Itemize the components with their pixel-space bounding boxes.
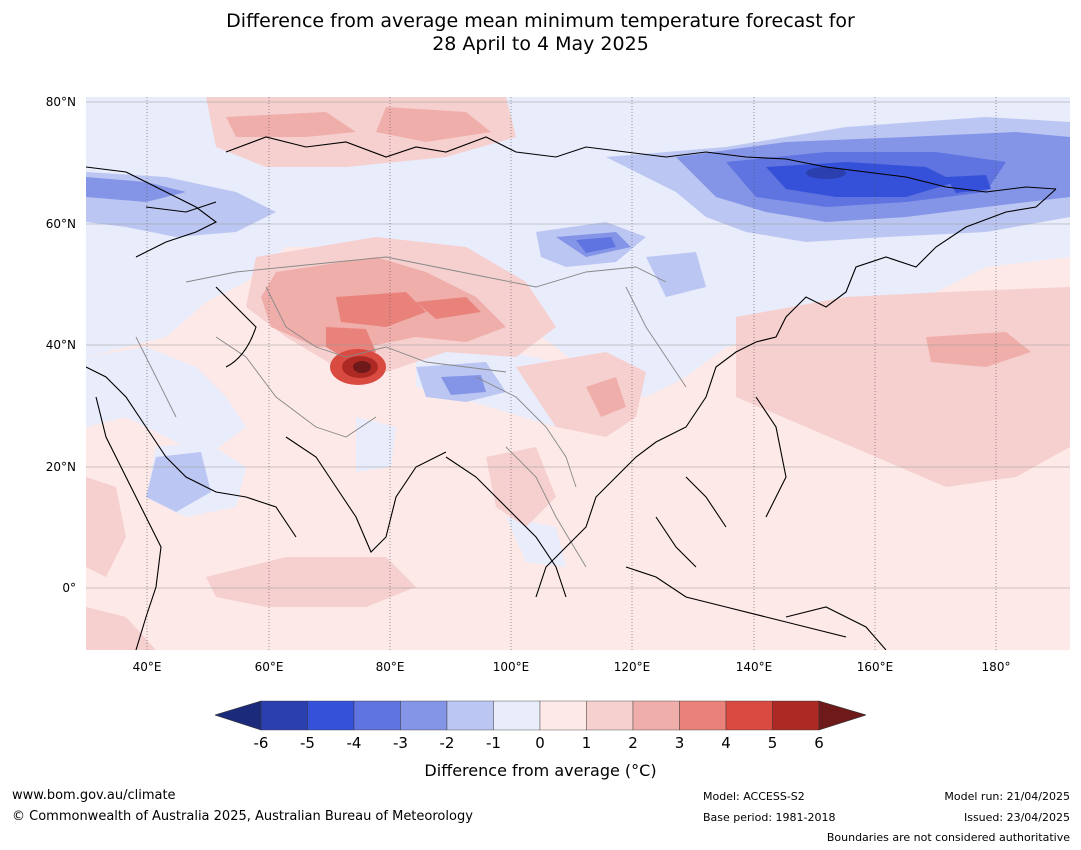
footer-disclaimer: Boundaries are not considered authoritat… xyxy=(826,831,1070,844)
lat-label-0: 0° xyxy=(62,581,76,595)
colorbar-arrow-low xyxy=(215,700,262,731)
colorbar-arrow-high xyxy=(818,700,866,731)
longitude-lines xyxy=(146,97,997,650)
colorbar-tick-label: -1 xyxy=(486,734,501,752)
latitude-lines xyxy=(86,101,1070,589)
colorbar-swatch xyxy=(632,700,680,731)
colorbar-swatch xyxy=(772,700,820,731)
lon-label-40e: 40°E xyxy=(132,660,162,674)
anomaly-hotspot xyxy=(330,349,386,385)
colorbar-tick-label: -6 xyxy=(253,734,269,752)
colorbar-tick-label: -3 xyxy=(393,734,408,752)
title-line-1: Difference from average mean minimum tem… xyxy=(226,10,855,32)
colorbar-tick-label: -2 xyxy=(439,734,455,752)
colorbar-tick-label: 3 xyxy=(674,734,685,752)
colorbar xyxy=(215,700,866,731)
title-line-2: 28 April to 4 May 2025 xyxy=(432,33,649,55)
colorbar-swatch xyxy=(260,700,308,731)
colorbar-tick-label: -4 xyxy=(346,734,362,752)
lon-label-60e: 60°E xyxy=(254,660,284,674)
lat-label-40n: 40°N xyxy=(45,338,76,352)
colorbar-swatch xyxy=(539,700,587,731)
lat-label-60n: 60°N xyxy=(45,217,76,231)
colorbar-swatches xyxy=(215,700,866,731)
colorbar-swatch xyxy=(353,700,401,731)
colorbar-tick-label: 4 xyxy=(721,734,731,752)
forecast-map xyxy=(86,97,1070,650)
colorbar-tick-label: 5 xyxy=(767,734,778,752)
anomaly-cool-core xyxy=(806,167,846,179)
colorbar-tick-label: 0 xyxy=(535,734,545,752)
lon-label-160e: 160°E xyxy=(856,660,894,674)
footer-website[interactable]: www.bom.gov.au/climate xyxy=(12,788,176,803)
footer-copyright: © Commonwealth of Australia 2025, Austra… xyxy=(12,809,473,824)
colorbar-swatch xyxy=(307,700,355,731)
lon-label-100e: 100°E xyxy=(492,660,530,674)
colorbar-swatch xyxy=(493,700,541,731)
footer-base-period: Base period: 1981-2018 xyxy=(703,811,836,824)
map-canvas xyxy=(86,97,1070,650)
lon-label-180: 180° xyxy=(981,660,1011,674)
colorbar-swatch xyxy=(586,700,634,731)
colorbar-swatch xyxy=(400,700,448,731)
footer-model-run: Model run: 21/04/2025 xyxy=(944,790,1070,803)
colorbar-tick-label: 1 xyxy=(581,734,592,752)
lon-label-120e: 120°E xyxy=(613,660,651,674)
lon-label-80e: 80°E xyxy=(375,660,405,674)
footer-model: Model: ACCESS-S2 xyxy=(703,790,805,803)
colorbar-swatch xyxy=(725,700,773,731)
colorbar-tick-label: 2 xyxy=(628,734,638,752)
map-title: Difference from average mean minimum tem… xyxy=(0,10,1081,56)
colorbar-swatch xyxy=(679,700,727,731)
country-boundaries xyxy=(135,256,687,568)
lon-label-140e: 140°E xyxy=(735,660,773,674)
lat-label-80n: 80°N xyxy=(45,95,76,109)
colorbar-label: Difference from average (°C) xyxy=(424,761,657,780)
colorbar-tick-label: 6 xyxy=(814,734,824,752)
footer-issued: Issued: 23/04/2025 xyxy=(963,811,1070,824)
colorbar-tick-label: -5 xyxy=(300,734,315,752)
colorbar-swatch xyxy=(446,700,494,731)
lat-label-20n: 20°N xyxy=(45,460,76,474)
coastlines xyxy=(86,136,1057,650)
